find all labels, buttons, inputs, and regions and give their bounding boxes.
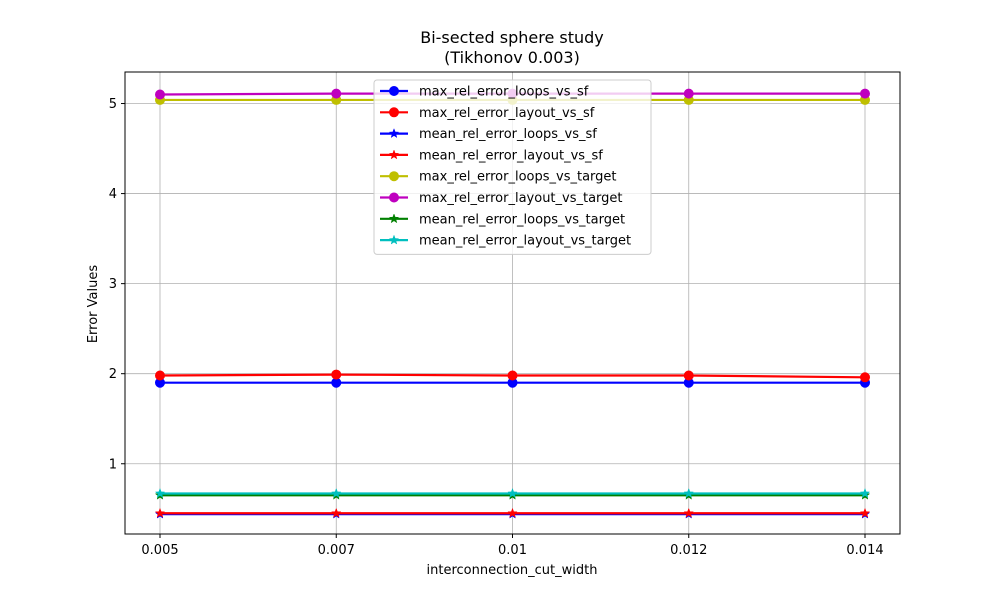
data-point [859, 487, 871, 498]
data-point [683, 88, 694, 99]
legend-label: max_rel_error_loops_vs_sf [419, 85, 589, 100]
x-tick-label: 0.01 [498, 543, 527, 558]
legend-marker [388, 149, 400, 160]
legend-entry: mean_rel_error_layout_vs_target [380, 234, 631, 249]
series-mean_rel_error_layout_vs_sf [154, 507, 871, 518]
legend-entry: max_rel_error_layout_vs_target [380, 191, 623, 206]
data-point [507, 487, 518, 498]
legend-marker [389, 107, 399, 118]
legend-marker [389, 192, 399, 203]
legend-marker [388, 128, 400, 139]
data-point [859, 507, 871, 518]
series-max_rel_error_loops_vs_sf [155, 377, 870, 388]
data-point [331, 369, 342, 380]
y-tick-label: 2 [109, 367, 117, 382]
legend-entry: mean_rel_error_loops_vs_target [380, 212, 625, 227]
data-point [860, 88, 870, 99]
data-point [683, 507, 695, 518]
y-tick-label: 1 [109, 457, 117, 472]
legend-marker [388, 213, 400, 224]
legend-entry: max_rel_error_loops_vs_target [380, 170, 617, 185]
x-tick-label: 0.014 [846, 543, 883, 558]
legend-label: max_rel_error_layout_vs_sf [419, 106, 595, 121]
legend-entry: max_rel_error_loops_vs_sf [380, 85, 589, 100]
x-tick-label: 0.005 [141, 543, 178, 558]
data-point [154, 487, 166, 498]
y-tick-label: 3 [109, 277, 117, 292]
series-mean_rel_error_layout_vs_target [154, 487, 871, 498]
legend-marker [389, 86, 399, 96]
ticks: 0.005 0.007 0.01 0.012 0.014 1 2 3 4 5 [109, 97, 884, 558]
data-point [155, 370, 165, 381]
data-point [155, 89, 165, 100]
series-max_rel_error_layout_vs_sf [155, 369, 870, 383]
x-tick-label: 0.012 [670, 543, 707, 558]
legend-label: max_rel_error_loops_vs_target [419, 170, 617, 185]
data-point [683, 370, 694, 381]
data-point [860, 372, 870, 383]
y-axis-label: Error Values [86, 265, 101, 344]
legend-marker [388, 234, 400, 245]
chart-title: Bi-sected sphere study [420, 28, 604, 47]
legend-label: mean_rel_error_loops_vs_sf [419, 127, 597, 142]
legend-label: max_rel_error_layout_vs_target [419, 191, 623, 206]
data-point [683, 487, 695, 498]
x-tick-label: 0.007 [318, 543, 355, 558]
x-axis-label: interconnection_cut_width [427, 563, 598, 578]
data-point [507, 507, 518, 518]
y-tick-label: 5 [109, 97, 117, 112]
data-point [330, 507, 342, 518]
legend-label: mean_rel_error_layout_vs_target [419, 234, 631, 249]
legend-entry: mean_rel_error_layout_vs_sf [380, 148, 603, 163]
legend-label: mean_rel_error_loops_vs_target [419, 212, 625, 227]
data-point [330, 487, 342, 498]
data-point [331, 88, 342, 99]
legend-box [373, 79, 652, 255]
data-point [154, 507, 166, 518]
y-tick-label: 4 [109, 187, 117, 202]
legend: max_rel_error_loops_vs_sf max_rel_error_l… [373, 79, 652, 255]
legend-entry: max_rel_error_layout_vs_sf [380, 106, 595, 121]
legend-entry: mean_rel_error_loops_vs_sf [380, 127, 597, 142]
chart-subtitle: (Tikhonov 0.003) [444, 48, 580, 67]
legend-marker [389, 171, 399, 182]
data-point [507, 370, 518, 381]
legend-label: mean_rel_error_layout_vs_sf [419, 148, 603, 163]
